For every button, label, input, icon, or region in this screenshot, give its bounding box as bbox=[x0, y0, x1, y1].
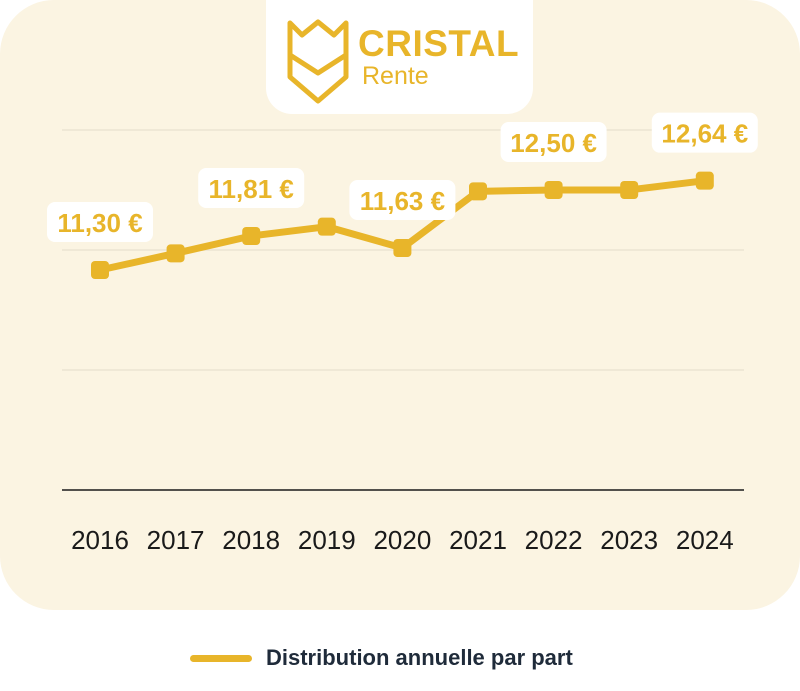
data-point-2023 bbox=[620, 181, 639, 199]
data-label-2024: 12,64 € bbox=[661, 119, 748, 149]
data-label-2020: 11,63 € bbox=[360, 186, 445, 216]
data-label-2018: 11,81 € bbox=[209, 174, 294, 204]
legend-label: Distribution annuelle par part bbox=[266, 645, 573, 670]
data-point-2021 bbox=[469, 182, 487, 201]
data-point-2019 bbox=[317, 217, 336, 236]
data-label-box-2020 bbox=[349, 180, 456, 220]
data-point-2017 bbox=[166, 244, 185, 263]
x-tick-label-2018: 2018 bbox=[222, 525, 280, 555]
x-tick-label-2016: 2016 bbox=[71, 525, 129, 555]
data-point-2020 bbox=[393, 239, 412, 257]
x-tick-label-2017: 2017 bbox=[147, 525, 205, 555]
x-tick-label-2022: 2022 bbox=[525, 525, 583, 555]
data-point-2024 bbox=[695, 171, 714, 190]
data-label-box-2016 bbox=[47, 202, 153, 242]
data-label-box-2024 bbox=[651, 112, 758, 153]
line-chart: 2016 2017 2018 2019 2020 2021 2022 2023 2024 11,3… bbox=[47, 112, 758, 555]
x-tick-label-2021: 2021 bbox=[449, 525, 507, 555]
x-tick-label-2019: 2019 bbox=[298, 525, 356, 555]
data-point-2022 bbox=[544, 181, 563, 199]
legend: Distribution annuelle par part bbox=[190, 644, 573, 672]
shield-logo-icon bbox=[287, 19, 349, 104]
data-point-2016 bbox=[91, 261, 109, 279]
data-label-box-2018 bbox=[198, 168, 305, 208]
logo-title: CRISTAL bbox=[358, 23, 520, 64]
data-point-2018 bbox=[242, 227, 261, 245]
data-label-2022: 12,50 € bbox=[510, 128, 597, 158]
logo-subtitle: Rente bbox=[362, 62, 429, 90]
x-tick-label-2023: 2023 bbox=[600, 525, 658, 555]
data-label-2016: 11,30 € bbox=[57, 208, 142, 238]
data-label-box-2022 bbox=[500, 122, 607, 162]
x-tick-label-2024: 2024 bbox=[676, 525, 734, 555]
legend-swatch bbox=[190, 654, 252, 662]
x-tick-label-2020: 2020 bbox=[373, 525, 431, 555]
